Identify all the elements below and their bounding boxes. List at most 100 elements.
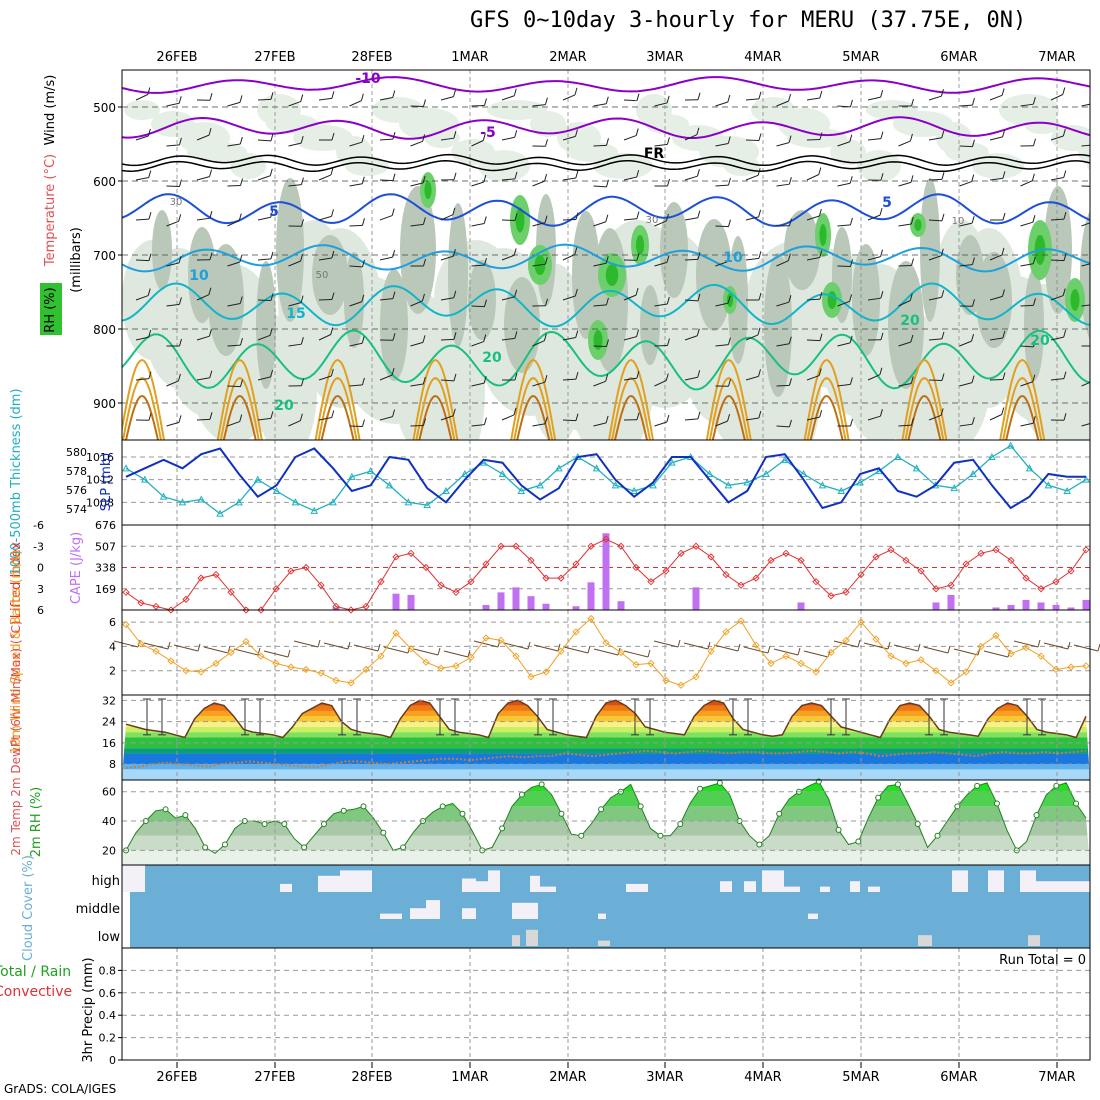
wind-speed-point (1067, 663, 1075, 671)
wind-barb-flag (422, 134, 426, 142)
wind-barb (745, 174, 759, 181)
wind-barb-flag (605, 214, 609, 222)
surface-wind-barb-flag (677, 639, 681, 648)
wind-barb-flag (239, 95, 243, 103)
contour-label: FR (644, 146, 665, 162)
wind-barb (623, 377, 637, 381)
wind-barb (959, 104, 973, 107)
rh-point (439, 803, 446, 810)
cape-bar (602, 533, 610, 610)
legend-total-rain: Total / Rain (0, 964, 71, 980)
wind-barb (1020, 381, 1033, 387)
lifted-index-point (662, 567, 670, 575)
wind-speed-point (392, 629, 400, 637)
wind-barb (471, 181, 485, 187)
thickness-point (385, 481, 394, 489)
temp-color-band (122, 710, 1090, 717)
thickness-point (837, 486, 846, 494)
wind-barb-flag (1001, 407, 1005, 415)
wind-barb-flag (483, 174, 487, 183)
wind-barb-flag (697, 370, 701, 378)
cloud-middle-bar (410, 908, 426, 919)
wind-barb (928, 255, 942, 261)
wind-barb (989, 136, 1003, 141)
wind-barb (898, 223, 912, 227)
surface-wind-barb-flag (1067, 641, 1071, 650)
lifted-index-point (677, 549, 685, 557)
wind-barb-flag (1001, 247, 1005, 256)
date-label-bottom: 4MAR (744, 1070, 781, 1085)
wind-barb-flag (941, 213, 945, 222)
lifted-index-point (782, 549, 790, 557)
surface-wind-barb-flag (707, 641, 711, 650)
wind-barb (410, 182, 424, 187)
rh-point (320, 820, 327, 827)
wind-barb-flag (636, 253, 640, 261)
wind-barb (1081, 423, 1090, 427)
date-label-top: 26FEB (156, 50, 197, 65)
lifted-index-point (182, 595, 190, 604)
wind-barb-flag (605, 415, 609, 423)
wind-barb-flag (941, 331, 945, 340)
lifted-index-point (797, 556, 805, 565)
wind-barb-flag (758, 292, 762, 301)
wind-barb (227, 385, 241, 388)
wind-barb-flag (544, 416, 548, 424)
cloud-high-bar (784, 886, 800, 892)
wind-barb (532, 423, 546, 427)
wind-barb-flag (971, 375, 975, 383)
wind-barb (440, 338, 455, 341)
wind-barb-flag (422, 335, 426, 343)
wind-barb-flag (331, 292, 335, 300)
wind-barb-flag (178, 137, 182, 146)
thickness-point (630, 486, 639, 494)
wind-barb (440, 415, 454, 421)
wind-barb (471, 140, 484, 147)
rh-shade-light (1024, 114, 1060, 134)
wind-barb-flag (269, 168, 273, 176)
rh-point (1033, 812, 1040, 819)
rh-point (835, 826, 842, 833)
wind-barb-flag (422, 175, 426, 183)
wind-speed-point (272, 659, 280, 668)
cloud-middle-bar (380, 913, 402, 919)
contour-surface-heat (516, 394, 551, 440)
lifted-index-point (407, 549, 415, 557)
date-label-top: 28FEB (351, 50, 392, 65)
surface-wind-barb (773, 648, 799, 656)
wind-barb-flag (513, 248, 517, 256)
surface-wind-barb (923, 646, 949, 654)
wind-barb (806, 97, 820, 101)
wind-barb (288, 343, 302, 347)
lifted-index-point (647, 578, 655, 586)
wind-speed-point (317, 669, 325, 677)
rh-shade-light (724, 156, 760, 176)
lifted-index-point (317, 581, 325, 589)
wind-barb-flag (757, 327, 761, 336)
rh-shade-darkgreen (593, 330, 603, 350)
rh-point (459, 810, 466, 817)
lifted-index-point (632, 563, 640, 572)
ylabel-lifted-index: Lifted Index (9, 541, 24, 618)
wind-barb (715, 344, 729, 347)
wind-barb (776, 260, 789, 267)
wind-barb (318, 174, 332, 181)
wind-barb (501, 414, 515, 421)
wind-barb-flag (940, 408, 944, 416)
wind-barb (654, 261, 668, 267)
contour-temp-15 (122, 282, 1090, 328)
thickness-point (592, 464, 601, 472)
wind-barb-flag (819, 90, 823, 99)
rh-point (894, 781, 901, 788)
wind-barb-flag (270, 369, 274, 377)
wind-barb (562, 177, 576, 181)
wind-barb-flag (971, 257, 975, 265)
wind-speed-point (932, 667, 940, 675)
wind-barb (288, 302, 302, 307)
wind-barb (806, 375, 820, 381)
wind-barb (928, 338, 942, 341)
wind-barb-flag (300, 135, 304, 144)
wind-barb-flag (696, 328, 700, 336)
wind-barb-flag (1002, 330, 1006, 339)
